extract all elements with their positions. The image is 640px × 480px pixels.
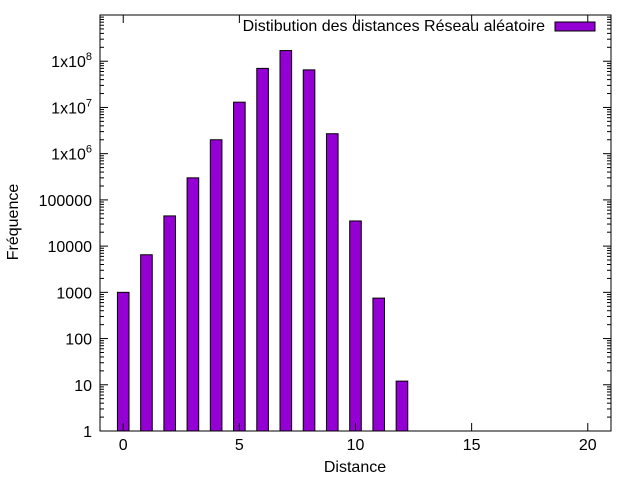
y-tick-label: 1x106: [51, 144, 92, 164]
bar: [349, 220, 362, 432]
bar: [325, 133, 339, 432]
y-tick-label: 10: [74, 378, 92, 395]
x-axis-label: Distance: [324, 459, 386, 476]
y-tick-label: 100000: [39, 193, 92, 210]
y-tick-label: 1x107: [51, 97, 92, 117]
x-tick-label: 10: [347, 437, 365, 454]
y-tick-label: 1x108: [51, 51, 92, 71]
bar-series: [116, 50, 409, 432]
y-axis-label: Fréquence: [5, 184, 22, 261]
y-tick-label: 10000: [48, 239, 93, 256]
x-tick-label: 15: [463, 437, 481, 454]
x-tick-label: 20: [579, 437, 597, 454]
legend-label: Distibution des distances Réseau aléatoi…: [243, 18, 546, 35]
bar: [140, 254, 153, 432]
bar: [395, 380, 409, 432]
bar: [209, 139, 223, 432]
bar: [372, 297, 386, 432]
y-axis: 1 10 100 1000 10000 100000 1x106 1x107 1x108: [39, 16, 611, 441]
bar: [233, 101, 246, 432]
legend-swatch: [554, 21, 596, 32]
x-axis: 0 5 10 15 20: [119, 15, 597, 454]
y-tick-label: 100: [65, 332, 92, 349]
bar: [302, 69, 316, 432]
bar: [279, 50, 293, 432]
bar: [116, 291, 130, 432]
y-tick-label: 1000: [56, 285, 92, 302]
x-tick-label: 5: [235, 437, 244, 454]
legend: Distibution des distances Réseau aléatoi…: [243, 18, 596, 35]
bar: [186, 177, 200, 432]
x-tick-label: 0: [119, 437, 128, 454]
y-tick-label: 1: [83, 424, 92, 441]
bar: [163, 215, 176, 432]
bar: [256, 67, 269, 432]
